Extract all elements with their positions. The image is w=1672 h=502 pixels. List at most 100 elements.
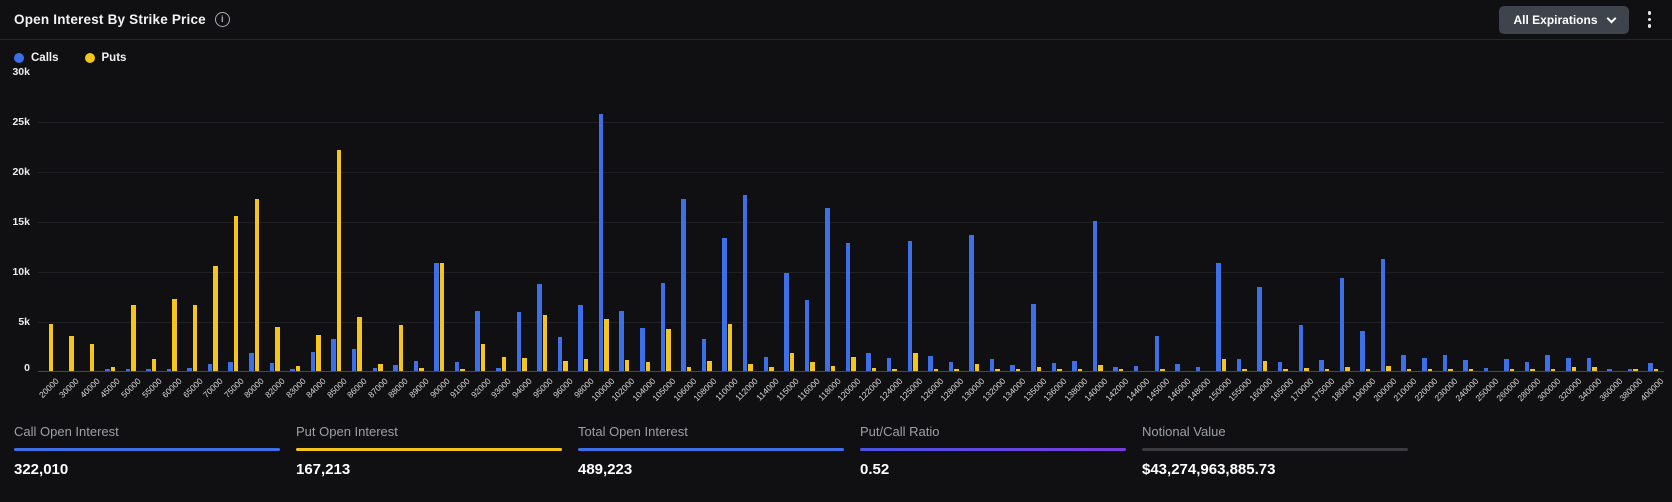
calls-bar-145000[interactable] [1154, 336, 1159, 371]
puts-bar-93000[interactable] [501, 357, 506, 371]
calls-bar-104000[interactable] [640, 328, 645, 371]
puts-bar-20000[interactable] [48, 324, 54, 371]
puts-bar-94000[interactable] [522, 358, 527, 371]
bar-group-300000[interactable] [1540, 72, 1561, 371]
calls-bar-120000[interactable] [845, 243, 851, 371]
bar-group-84000[interactable] [306, 72, 327, 371]
puts-bar-240000[interactable] [1468, 369, 1474, 371]
calls-bar-85000[interactable] [331, 339, 336, 371]
puts-bar-110000[interactable] [727, 324, 733, 371]
puts-bar-70000[interactable] [213, 266, 218, 371]
calls-bar-92000[interactable] [475, 311, 480, 371]
calls-bar-116000[interactable] [804, 300, 810, 371]
bar-group-92000[interactable] [470, 72, 491, 371]
puts-bar-85000[interactable] [336, 149, 342, 371]
calls-bar-91000[interactable] [454, 362, 460, 371]
calls-bar-89000[interactable] [413, 361, 419, 371]
puts-bar-138000[interactable] [1077, 369, 1083, 371]
puts-bar-84000[interactable] [316, 335, 321, 371]
puts-bar-280000[interactable] [1530, 369, 1535, 371]
bar-group-100000[interactable] [594, 72, 615, 371]
bar-group-94000[interactable] [511, 72, 532, 371]
puts-bar-300000[interactable] [1550, 369, 1556, 371]
bar-group-122000[interactable] [861, 72, 882, 371]
bar-group-65000[interactable] [182, 72, 203, 371]
calls-bar-75000[interactable] [228, 362, 233, 371]
bar-group-155000[interactable] [1232, 72, 1253, 371]
bar-group-85000[interactable] [326, 72, 347, 371]
calls-bar-165000[interactable] [1277, 362, 1283, 371]
bar-group-142000[interactable] [1108, 72, 1129, 371]
calls-bar-112000[interactable] [742, 194, 748, 371]
calls-bar-160000[interactable] [1257, 287, 1262, 371]
calls-bar-90000[interactable] [434, 263, 439, 371]
calls-bar-136000[interactable] [1051, 363, 1057, 371]
bar-group-160000[interactable] [1252, 72, 1273, 371]
puts-bar-135000[interactable] [1036, 367, 1042, 371]
calls-bar-360000[interactable] [1607, 369, 1612, 371]
calls-bar-82000[interactable] [269, 363, 275, 371]
calls-bar-96000[interactable] [557, 337, 563, 371]
bar-group-126000[interactable] [923, 72, 944, 371]
puts-bar-120000[interactable] [851, 357, 856, 371]
bar-group-105000[interactable] [655, 72, 676, 371]
bar-group-70000[interactable] [203, 72, 224, 371]
calls-bar-86000[interactable] [351, 349, 357, 371]
calls-bar-70000[interactable] [207, 364, 213, 371]
puts-bar-340000[interactable] [1592, 367, 1597, 371]
puts-bar-106000[interactable] [686, 367, 692, 371]
puts-bar-96000[interactable] [563, 361, 568, 371]
puts-bar-40000[interactable] [89, 344, 95, 371]
puts-bar-125000[interactable] [913, 353, 918, 371]
bar-group-102000[interactable] [614, 72, 635, 371]
calls-bar-146000[interactable] [1175, 364, 1180, 371]
calls-bar-108000[interactable] [701, 339, 707, 371]
calls-bar-98000[interactable] [578, 305, 583, 371]
calls-bar-210000[interactable] [1401, 355, 1406, 371]
puts-bar-75000[interactable] [233, 215, 239, 371]
bar-group-380000[interactable] [1623, 72, 1644, 371]
bar-group-180000[interactable] [1334, 72, 1355, 371]
puts-bar-122000[interactable] [871, 368, 877, 371]
calls-bar-320000[interactable] [1566, 358, 1571, 371]
puts-bar-90000[interactable] [439, 263, 445, 371]
bar-group-134000[interactable] [1005, 72, 1026, 371]
puts-bar-170000[interactable] [1304, 368, 1309, 371]
bar-group-30000[interactable] [59, 72, 80, 371]
bar-group-90000[interactable] [429, 72, 450, 371]
bar-group-250000[interactable] [1478, 72, 1499, 371]
bar-group-165000[interactable] [1273, 72, 1294, 371]
puts-bar-155000[interactable] [1242, 369, 1247, 371]
puts-bar-210000[interactable] [1406, 369, 1412, 371]
bar-group-115000[interactable] [779, 72, 800, 371]
info-icon[interactable]: i [214, 12, 230, 27]
calls-bar-60000[interactable] [166, 369, 172, 371]
calls-bar-250000[interactable] [1483, 368, 1489, 371]
calls-bar-260000[interactable] [1504, 359, 1509, 371]
puts-bar-105000[interactable] [666, 329, 671, 371]
puts-bar-98000[interactable] [583, 359, 589, 371]
calls-bar-150000[interactable] [1216, 263, 1221, 371]
kebab-menu-icon[interactable] [1643, 7, 1657, 32]
puts-bar-124000[interactable] [892, 369, 897, 371]
bar-group-360000[interactable] [1602, 72, 1623, 371]
calls-bar-114000[interactable] [763, 357, 769, 371]
puts-bar-145000[interactable] [1160, 369, 1165, 371]
puts-bar-160000[interactable] [1262, 361, 1268, 371]
puts-bar-142000[interactable] [1118, 369, 1124, 371]
puts-bar-320000[interactable] [1571, 367, 1577, 371]
bar-group-60000[interactable] [161, 72, 182, 371]
puts-bar-50000[interactable] [131, 305, 136, 371]
puts-bar-91000[interactable] [460, 369, 465, 371]
bar-group-136000[interactable] [1046, 72, 1067, 371]
bar-group-108000[interactable] [697, 72, 718, 371]
bar-group-144000[interactable] [1129, 72, 1150, 371]
puts-bar-130000[interactable] [974, 364, 980, 371]
bar-group-83000[interactable] [285, 72, 306, 371]
puts-bar-175000[interactable] [1324, 369, 1330, 371]
bar-group-146000[interactable] [1170, 72, 1191, 371]
bar-group-135000[interactable] [1026, 72, 1047, 371]
puts-bar-128000[interactable] [954, 369, 959, 371]
bar-group-175000[interactable] [1314, 72, 1335, 371]
calls-bar-200000[interactable] [1380, 259, 1386, 371]
